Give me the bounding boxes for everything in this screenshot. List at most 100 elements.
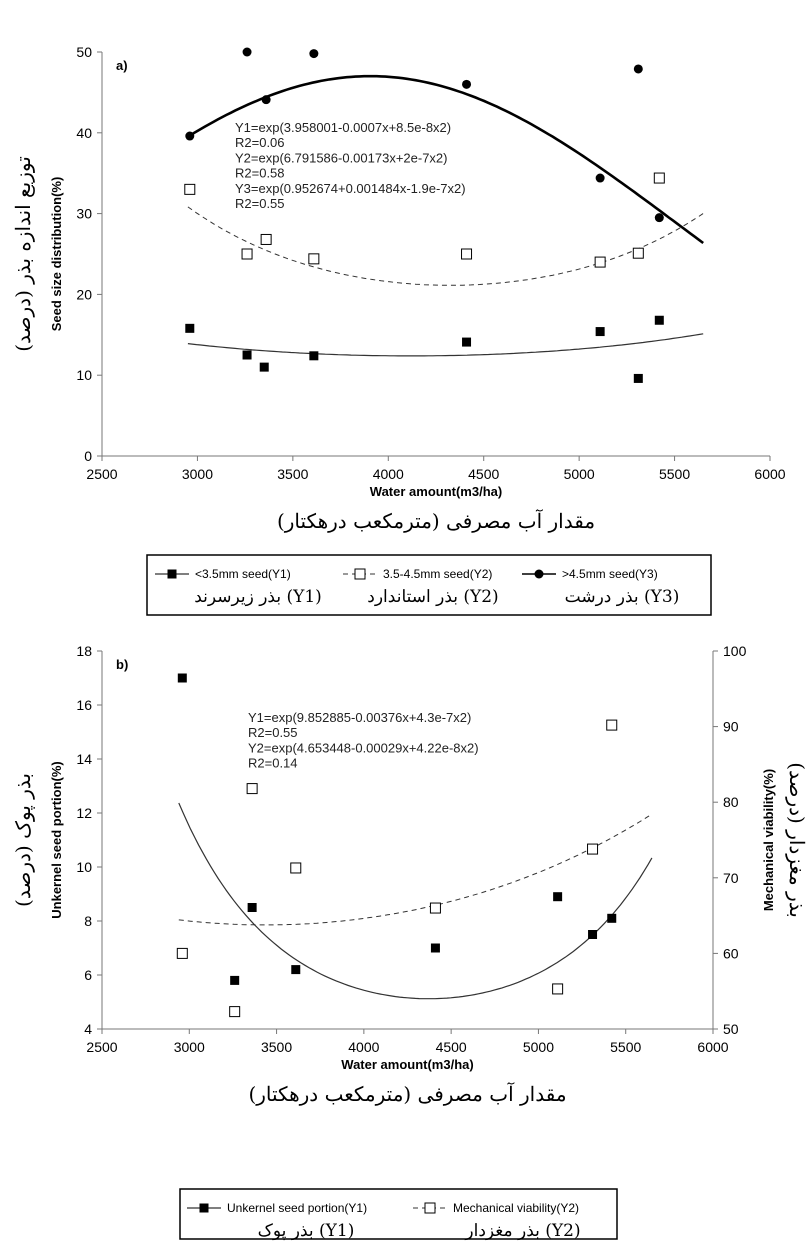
data-point-series-1 [309, 351, 319, 361]
x-tick-label: 2500 [86, 1039, 117, 1055]
data-point-series-1 [462, 337, 472, 347]
data-point-series-3 [309, 49, 319, 59]
equation-text: R2=0.06 [235, 135, 285, 150]
fit-curve-series-3 [187, 74, 704, 245]
equation-text: R2=0.58 [235, 166, 285, 181]
y-axis-label: Unkernel seed portion(%) [49, 761, 64, 918]
data-point-series-2 [606, 719, 618, 731]
data-point-series-1 [177, 673, 187, 683]
chart-a: 2500 3000 3500 4000 4500 5000 5500 6000 0 10 20 30 4… [11, 44, 786, 616]
legend-marker-2 [354, 568, 366, 580]
legend-marker-3 [534, 569, 544, 579]
data-point-series-2 [552, 983, 564, 995]
data-point-series-2 [653, 172, 665, 184]
chart-b: 2500 3000 3500 4000 4500 5000 5500 6000 4 6 8 10 12 1… [11, 643, 809, 1241]
y2-tick-label: 80 [723, 794, 739, 810]
fit-curve-series-2 [187, 206, 704, 286]
data-point-series-1 [588, 930, 598, 939]
equation-text: Y3=exp(0.952674+0.001484x-1.9e-7x2) [235, 181, 466, 196]
data-point-series-1 [185, 323, 195, 333]
legend-box [146, 554, 712, 616]
x-tick-label: 5000 [523, 1039, 554, 1055]
data-point-series-1 [553, 892, 563, 902]
y2-tick-label: 90 [723, 719, 739, 735]
y2-tick-label: 60 [723, 945, 739, 961]
legend: Unkernel seed portion(Y1) بذر پوک (Y1) Mec… [179, 1188, 618, 1241]
legend-label-fa-2: بذر استاندارد (Y2) [367, 587, 498, 607]
data-point-series-1 [259, 362, 269, 372]
y-tick-label: 10 [76, 367, 92, 383]
data-point-series-1 [242, 350, 252, 360]
y-tick-label: 12 [76, 805, 92, 821]
data-point-series-1 [607, 913, 617, 923]
x-tick-label: 5000 [564, 466, 595, 482]
x-axis-label-fa: مقدار آب مصرفی (مترمکعب درهکتار) [277, 509, 595, 533]
equation-text: R2=0.14 [248, 756, 298, 771]
y2-tick-label: 70 [723, 870, 739, 886]
x-tick-label: 2500 [86, 466, 117, 482]
y-axis-label-fa: بذر پوک (درصد) [11, 773, 35, 907]
data-point-series-2 [290, 862, 302, 874]
panel-label: b) [116, 657, 128, 672]
data-point-series-2 [308, 253, 320, 265]
legend-label-2: 3.5-4.5mm seed(Y2) [383, 567, 492, 581]
x-tick-label: 5500 [659, 466, 690, 482]
x-tick-label: 3500 [261, 1039, 292, 1055]
legend-label-1: <3.5mm seed(Y1) [195, 567, 291, 581]
y-axis-label-fa: توزیع اندازه بذر (درصد) [11, 156, 35, 352]
data-point-series-2 [229, 1006, 241, 1018]
data-point-series-1 [633, 373, 643, 383]
data-point-series-2 [587, 843, 599, 855]
data-point-series-3 [595, 173, 605, 183]
data-point-series-2 [260, 233, 272, 245]
x-axis-label: Water amount(m3/ha) [370, 484, 502, 499]
x-tick-label: 6000 [754, 466, 785, 482]
data-point-series-3 [242, 47, 252, 57]
x-tick-label: 4000 [373, 466, 404, 482]
data-point-series-2 [176, 947, 188, 959]
legend-label-fa-1: بذر زیرسرند (Y1) [194, 587, 322, 607]
x-axis-label-fa: مقدار آب مصرفی (مترمکعب درهکتار) [248, 1082, 566, 1106]
fit-curve-series-1 [187, 333, 704, 357]
x-tick-label: 3000 [174, 1039, 205, 1055]
data-point-series-2 [594, 256, 606, 268]
data-point-series-1 [230, 975, 240, 985]
legend-marker-2 [424, 1202, 436, 1214]
legend-marker-1 [167, 569, 177, 579]
legend-marker-1 [199, 1203, 209, 1213]
fit-curve-series-1 [178, 802, 653, 1000]
y-tick-label: 40 [76, 125, 92, 141]
x-tick-label: 4500 [468, 466, 499, 482]
x-tick-label: 3500 [277, 466, 308, 482]
y-tick-label: 6 [84, 967, 92, 983]
data-point-series-2 [184, 183, 196, 195]
data-point-series-3 [633, 64, 643, 74]
y2-axis-label-fa: بذر مغزدار (درصد) [785, 762, 809, 918]
legend-label-3: >4.5mm seed(Y3) [562, 567, 658, 581]
x-tick-label: 4500 [436, 1039, 467, 1055]
y2-axis-label: Mechanical viability(%) [761, 769, 776, 911]
fit-curve-series-2 [178, 813, 653, 926]
y-tick-label: 10 [76, 859, 92, 875]
y-tick-label: 50 [76, 44, 92, 60]
y-tick-label: 18 [76, 643, 92, 659]
data-point-series-3 [261, 95, 271, 105]
equation-text: Y2=exp(4.653448-0.00029x+4.22e-8x2) [248, 740, 479, 755]
data-point-series-2 [246, 783, 258, 795]
data-point-series-2 [429, 902, 441, 914]
x-axis-label: Water amount(m3/ha) [341, 1057, 473, 1072]
data-point-series-1 [247, 903, 257, 912]
equation-text: Y1=exp(9.852885-0.00376x+4.3e-7x2) [248, 710, 471, 725]
data-point-series-1 [654, 315, 664, 325]
y-tick-label: 0 [84, 448, 92, 464]
data-point-series-3 [185, 131, 195, 141]
y-tick-label: 14 [76, 751, 92, 767]
legend-label-fa-3: بذر درشت (Y3) [565, 587, 680, 607]
legend-label-fa-2: بذر مغزدار (Y2) [464, 1221, 580, 1241]
equation-text: Y1=exp(3.958001-0.0007x+8.5e-8x2) [235, 120, 451, 135]
y-tick-label: 8 [84, 913, 92, 929]
equation-text: Y2=exp(6.791586-0.00173x+2e-7x2) [235, 150, 448, 165]
y-tick-label: 20 [76, 286, 92, 302]
y-tick-label: 16 [76, 697, 92, 713]
